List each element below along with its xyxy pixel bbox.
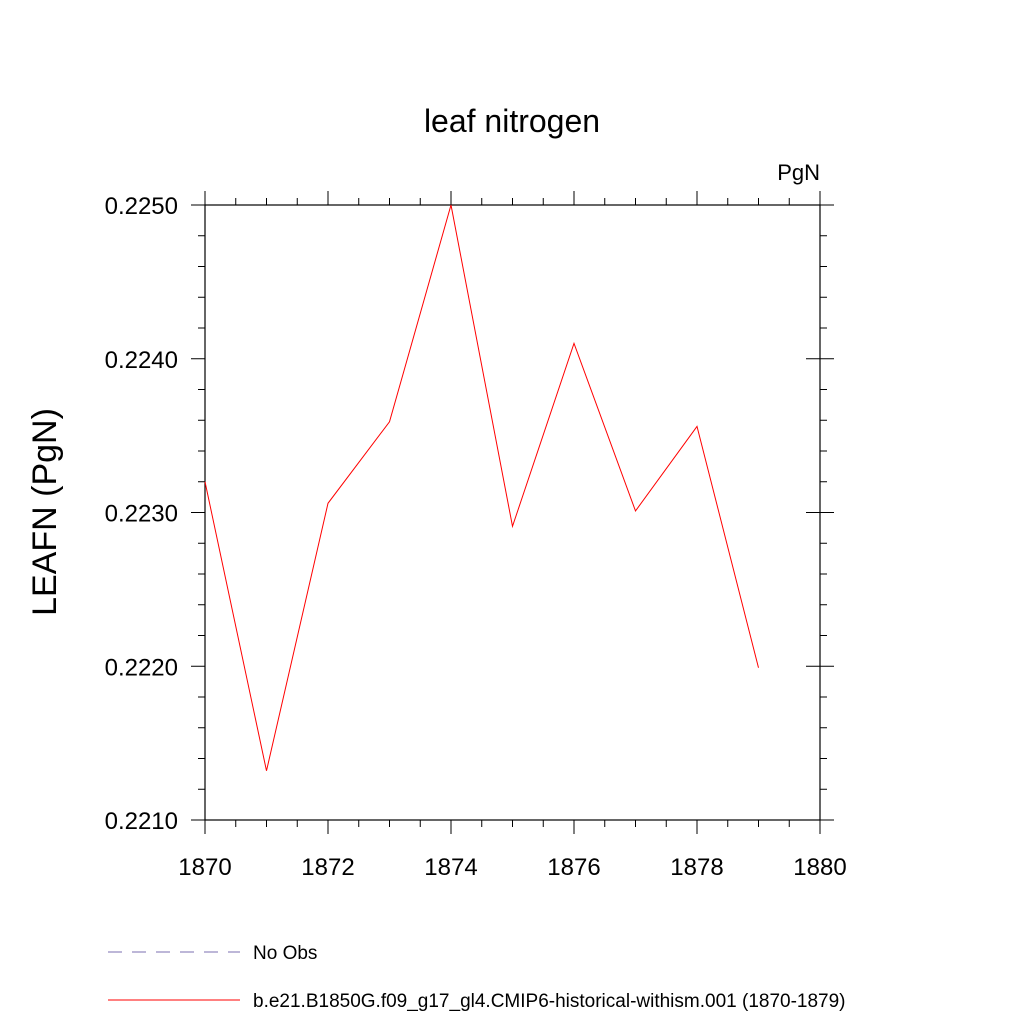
y-tick-label: 0.2240	[105, 347, 178, 374]
x-tick-label: 1878	[670, 854, 723, 881]
x-tick-label: 1872	[301, 854, 354, 881]
y-axis-label: LEAFN (PgN)	[26, 408, 64, 616]
y-tick-label: 0.2220	[105, 654, 178, 681]
x-tick-label: 1870	[178, 854, 231, 881]
legend: No Obs b.e21.B1850G.f09_g17_gl4.CMIP6-his…	[108, 943, 846, 1012]
chart-title: leaf nitrogen	[424, 103, 600, 139]
units-label: PgN	[777, 160, 820, 185]
x-tick-label: 1874	[424, 854, 477, 881]
x-tick-label: 1880	[793, 854, 846, 881]
legend-label-1: b.e21.B1850G.f09_g17_gl4.CMIP6-historica…	[253, 991, 846, 1012]
legend-label-0: No Obs	[253, 943, 317, 964]
series-line-1	[204, 204, 759, 771]
y-tick-label: 0.2250	[105, 193, 178, 220]
x-tick-label: 1876	[547, 854, 600, 881]
plot-frame	[204, 204, 821, 821]
y-tick-label: 0.2210	[105, 808, 178, 835]
series-layer	[204, 204, 759, 771]
axis-ticks: 0.2210 0.2220 0.2230 0.2240 0.2250 1870 1872 18…	[105, 191, 847, 881]
y-tick-label: 0.2230	[105, 501, 178, 528]
